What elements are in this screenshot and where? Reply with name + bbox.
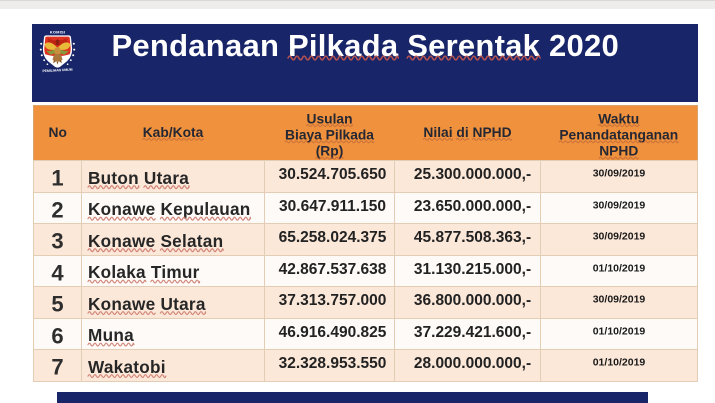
svg-text:PEMILIHAN UMUM: PEMILIHAN UMUM (42, 68, 72, 73)
svg-text:KOMISI: KOMISI (50, 29, 65, 34)
